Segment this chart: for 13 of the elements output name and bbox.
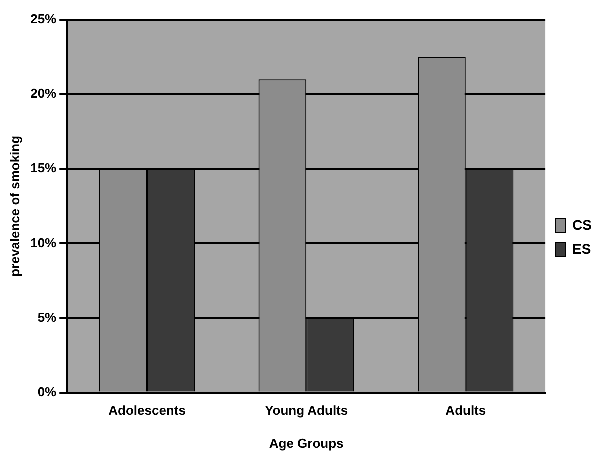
y-tick-label: 20% — [30, 86, 58, 102]
legend-label: ES — [572, 240, 592, 257]
y-tick-label: 25% — [30, 12, 58, 27]
y-axis-title: prevalence of smoking — [7, 136, 22, 277]
y-tick-label: 5% — [38, 310, 58, 325]
x-tick-label: Adolescents — [108, 403, 186, 418]
legend-label: CS — [572, 216, 592, 233]
x-tick-label: Adults — [446, 403, 486, 418]
y-tick-label: 15% — [30, 160, 58, 176]
x-axis-title: Age Groups — [269, 436, 344, 451]
x-tick-label: Young Adults — [265, 403, 348, 418]
y-tick-label: 10% — [30, 235, 58, 250]
y-tick-label: 0% — [38, 384, 58, 400]
